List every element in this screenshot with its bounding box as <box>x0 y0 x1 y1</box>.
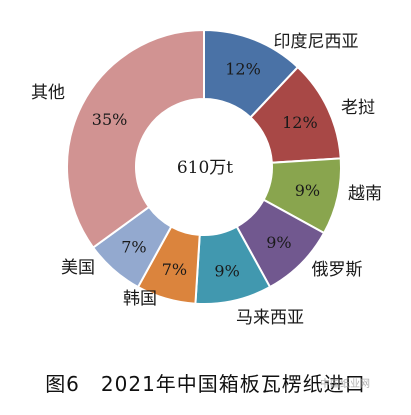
slice-percent-label: 9% <box>214 261 239 280</box>
slices-group <box>66 28 342 305</box>
slice-percent-label: 7% <box>162 260 187 279</box>
watermark: 中国纸业网 <box>320 379 370 390</box>
slice-percent-label: 7% <box>121 238 146 257</box>
center-total-label: 610万t <box>177 158 233 178</box>
slice-category-label: 印度尼西亚 <box>274 32 359 52</box>
slice-category-label: 韩国 <box>123 289 157 309</box>
slice-category-label: 老挝 <box>341 98 375 118</box>
slice-percent-label: 12% <box>282 113 318 132</box>
slice-percent-label: 9% <box>295 181 320 200</box>
slice-category-label: 其他 <box>31 83 65 103</box>
slice-category-label: 越南 <box>348 184 382 204</box>
slice-percent-label: 12% <box>225 59 261 78</box>
slice-7 <box>66 28 205 249</box>
slice-percent-label: 35% <box>92 110 128 129</box>
slice-category-label: 俄罗斯 <box>312 260 363 280</box>
slice-category-label: 马来西亚 <box>236 308 304 328</box>
slice-category-label: 美国 <box>61 258 95 278</box>
figure-caption: 图6 2021年中国箱板瓦楞纸进口 <box>45 372 366 396</box>
percent-labels: 12% 12% 9% 9% 9% 7% 7% 35% <box>92 59 320 280</box>
slice-percent-label: 9% <box>266 233 291 252</box>
